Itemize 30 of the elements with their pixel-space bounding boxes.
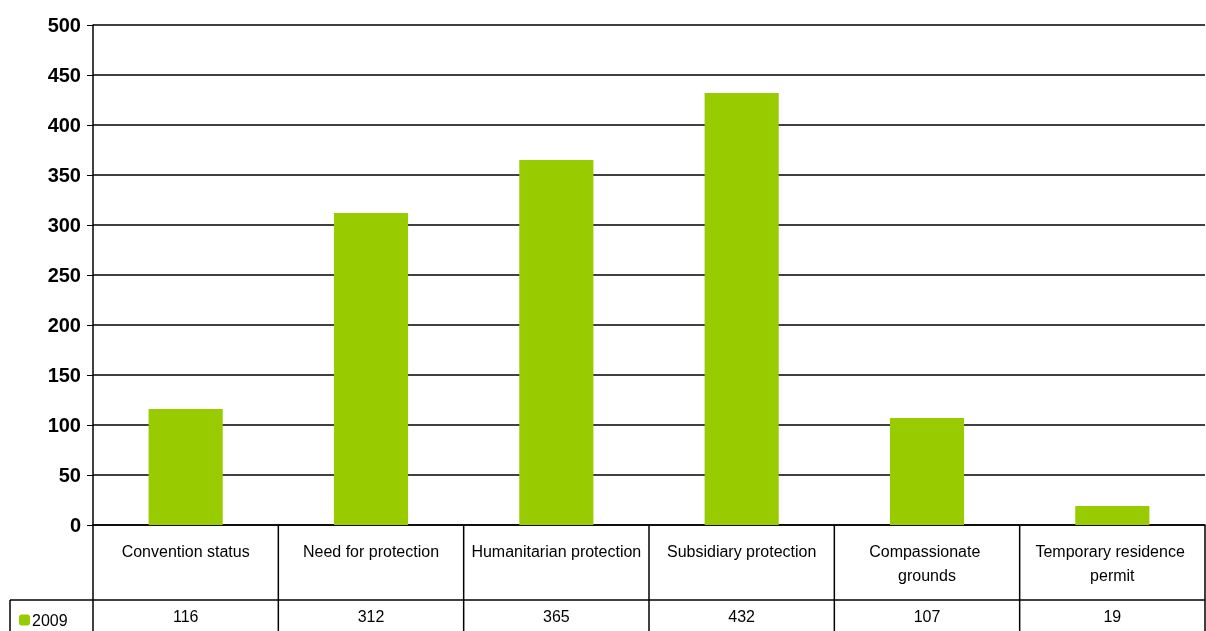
bar — [148, 409, 223, 525]
y-tick-label: 350 — [47, 164, 81, 186]
y-tick-label: 150 — [47, 364, 81, 386]
data-label: 432 — [728, 607, 756, 625]
x-tick-label: Need for protection — [302, 542, 440, 560]
data-label: 365 — [542, 607, 570, 625]
y-tick-label: 450 — [47, 64, 81, 86]
data-label: 312 — [357, 607, 385, 625]
x-tick-label: Temporary residence permit — [1035, 542, 1190, 584]
bar — [889, 418, 965, 525]
y-tick-label: 500 — [47, 14, 81, 36]
y-tick-label: 0 — [69, 514, 81, 536]
x-tick-label: Subsidiary protection — [666, 542, 817, 560]
data-label: 107 — [913, 607, 941, 625]
bar — [333, 213, 409, 525]
x-tick-label: Humanitarian protection — [471, 542, 642, 560]
y-tick-label: 400 — [47, 114, 81, 136]
x-tick-label: Convention status — [121, 542, 250, 560]
bar — [519, 160, 594, 525]
y-tick-label: 50 — [58, 464, 81, 486]
bar — [1075, 506, 1150, 525]
y-tick-label: 300 — [47, 214, 81, 236]
y-tick-label: 100 — [47, 414, 81, 436]
data-label: 19 — [1103, 607, 1122, 625]
legend-label: 2009 — [32, 611, 68, 629]
x-tick-label: Compassionate grounds — [869, 542, 985, 584]
y-tick-label: 250 — [47, 264, 81, 286]
y-tick-label: 200 — [47, 314, 81, 336]
data-label: 116 — [172, 607, 199, 625]
bar — [704, 93, 779, 525]
